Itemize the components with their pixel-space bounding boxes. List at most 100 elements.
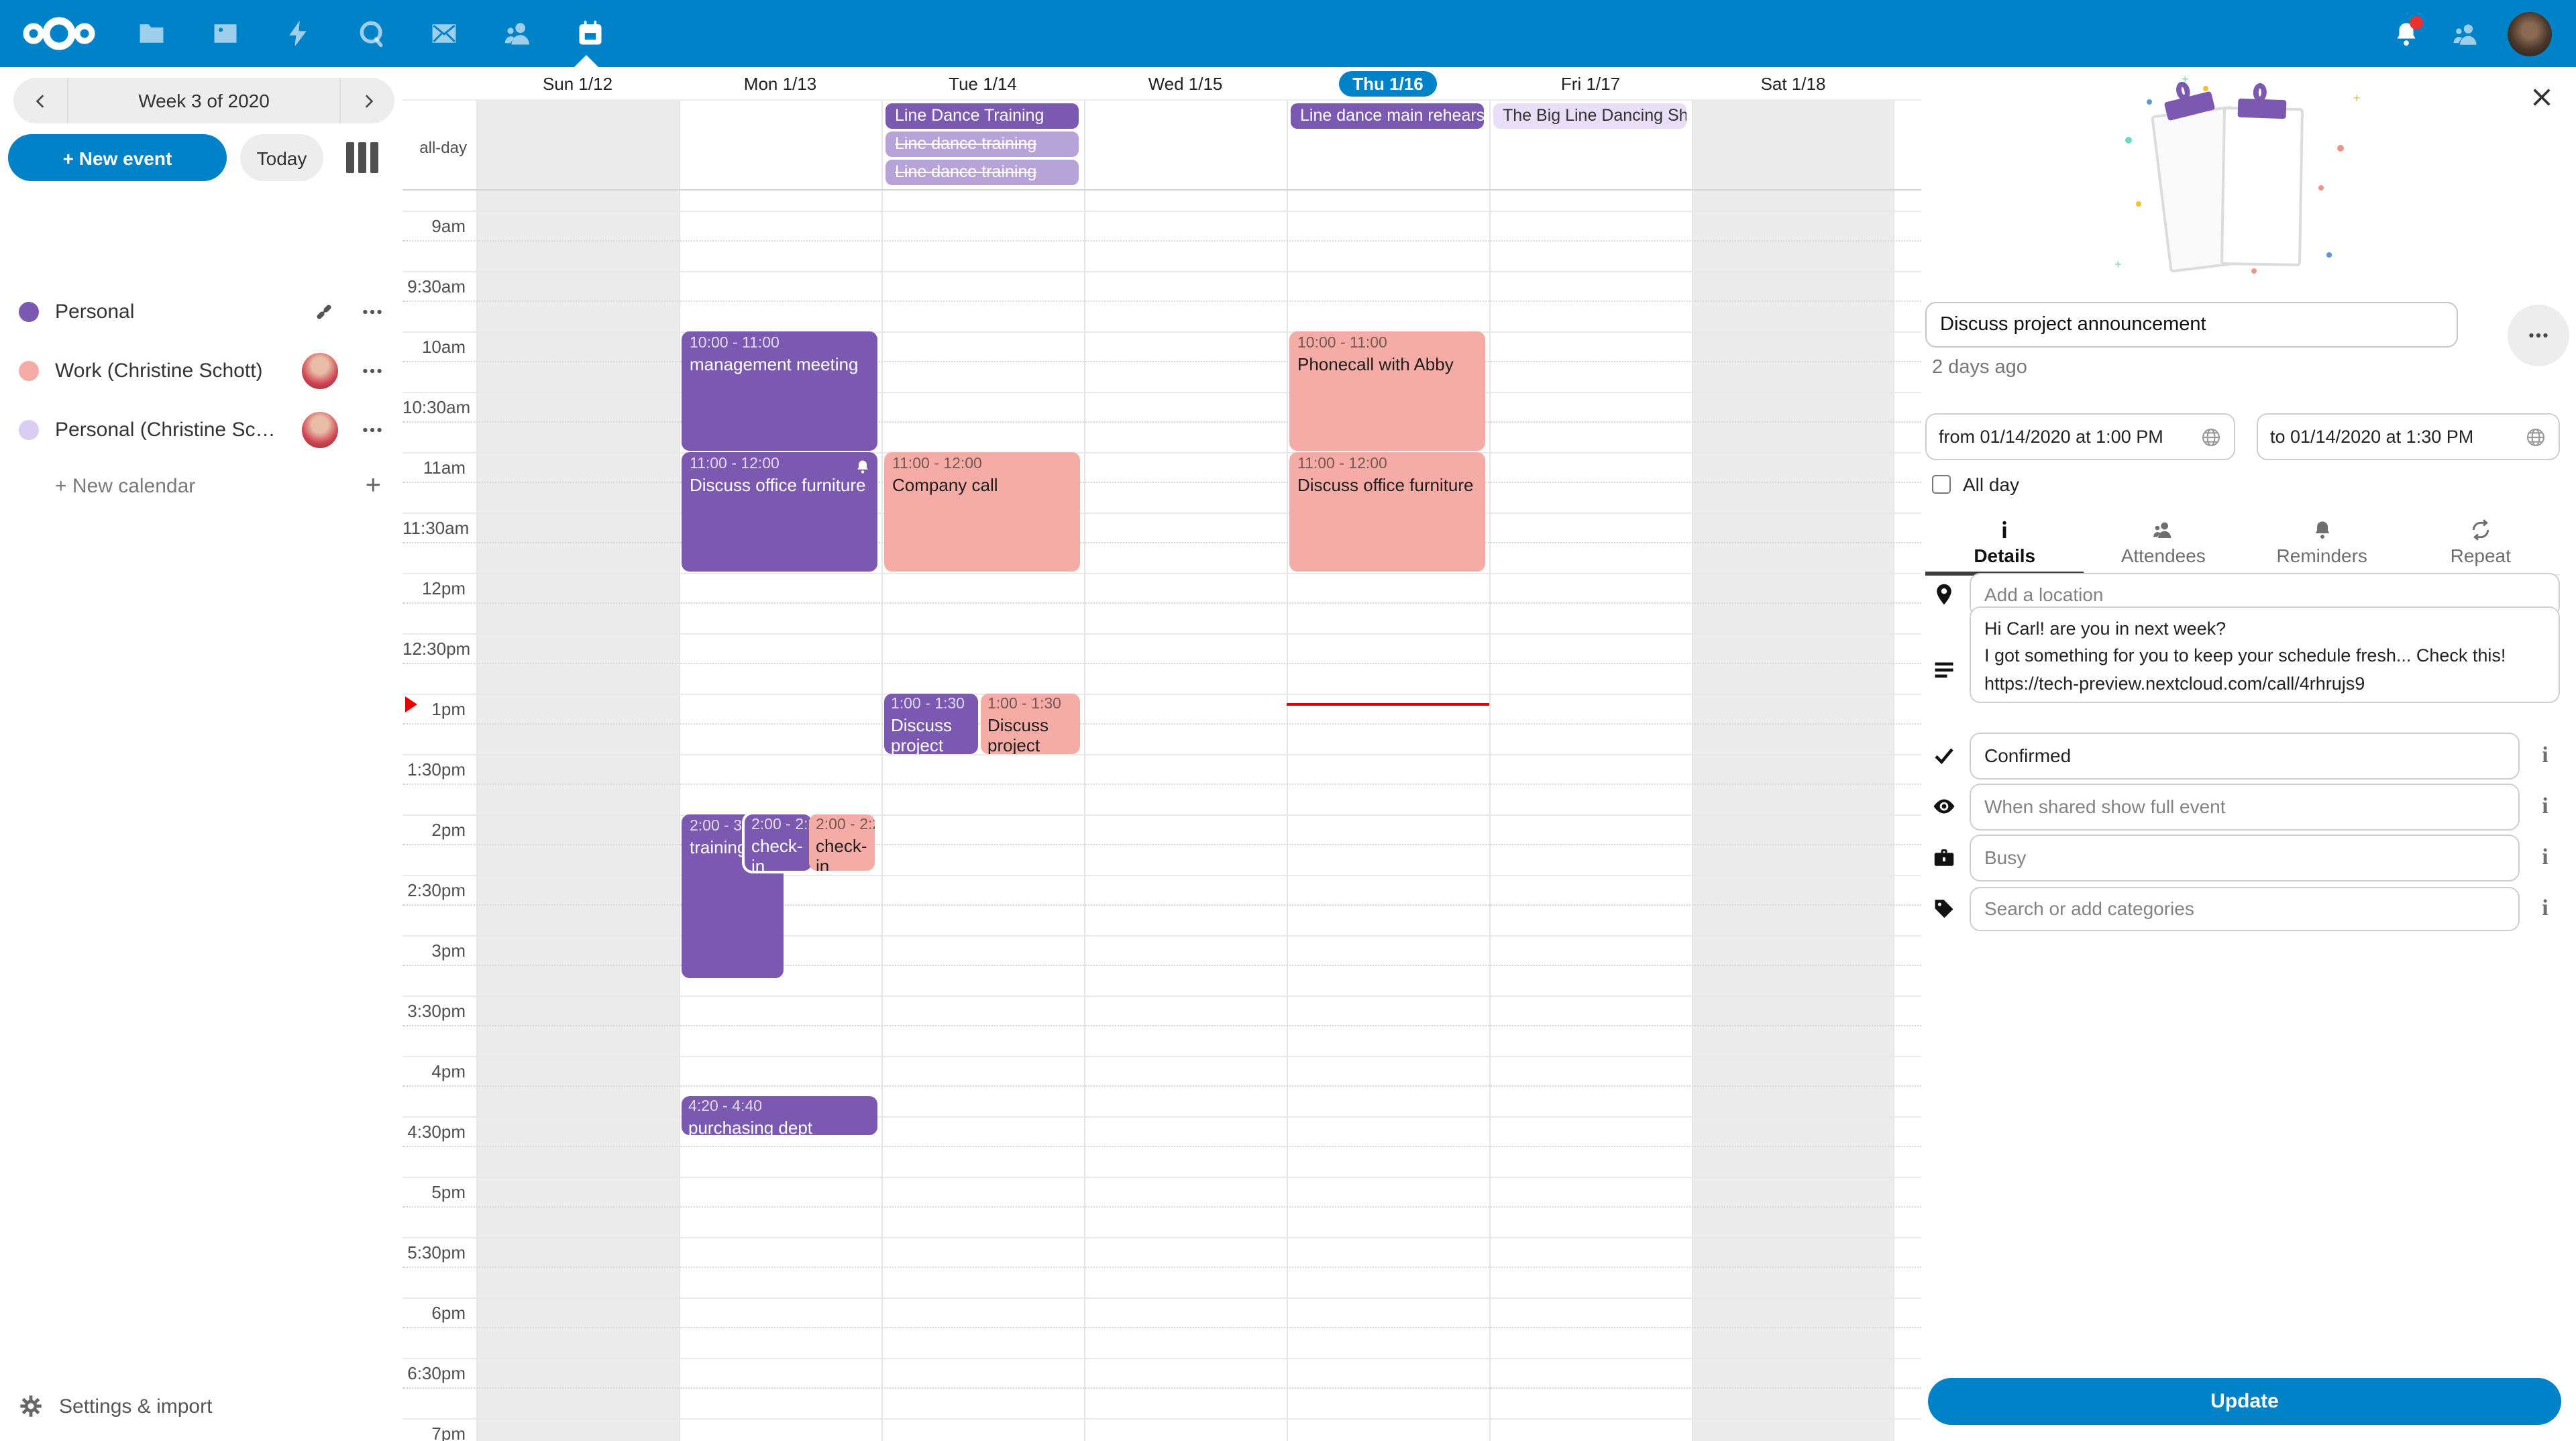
description-icon bbox=[1935, 662, 1953, 678]
calendar-event[interactable]: 1:00 - 1:30 Discuss project bbox=[981, 694, 1080, 754]
top-bar bbox=[0, 0, 2576, 67]
app-files-folder-icon[interactable] bbox=[122, 0, 181, 67]
calendar-event[interactable]: 2:00 - 2:20 check-in bbox=[745, 814, 812, 871]
calendar-event[interactable]: 2:00 - 2:20 check-in bbox=[809, 814, 875, 871]
tab-repeat[interactable]: Repeat bbox=[2402, 510, 2561, 574]
all-day-checkbox[interactable] bbox=[1932, 475, 1951, 494]
more-actions-button[interactable] bbox=[2508, 305, 2569, 366]
freebusy-info-icon[interactable]: i bbox=[2542, 844, 2548, 869]
previous-week-button[interactable] bbox=[13, 78, 67, 123]
app-mail-mail-icon[interactable] bbox=[415, 0, 474, 67]
calendar-list-item[interactable]: Personal bbox=[0, 282, 402, 341]
day-column[interactable] bbox=[1692, 99, 1894, 1441]
calendar-event[interactable]: 4:20 - 4:40 purchasing dept bbox=[682, 1096, 877, 1135]
app-activity-activity-icon[interactable] bbox=[268, 0, 327, 67]
calendar-menu-icon[interactable] bbox=[357, 297, 386, 326]
app-contacts-contacts-icon[interactable] bbox=[488, 0, 547, 67]
calendar-event[interactable]: 10:00 - 11:00 management meeting bbox=[682, 331, 877, 451]
day-column[interactable] bbox=[881, 99, 1084, 1441]
new-event-button[interactable]: + New event bbox=[8, 134, 227, 181]
calendar-event[interactable]: 11:00 - 12:00 Company call bbox=[884, 452, 1080, 572]
visibility-select[interactable]: When shared show full event bbox=[1970, 783, 2520, 830]
event-title: Discuss office furniture bbox=[1297, 475, 1474, 496]
event-time: 1:00 - 1:30 bbox=[987, 696, 1061, 712]
event-title-input[interactable] bbox=[1925, 302, 2458, 348]
status-select[interactable]: Confirmed bbox=[1970, 732, 2520, 779]
week-label[interactable]: Week 3 of 2020 bbox=[67, 78, 341, 123]
all-day-event[interactable]: Line Dance Training bbox=[885, 103, 1079, 129]
calendar-event[interactable]: 10:00 - 11:00 Phonecall with Abby bbox=[1289, 331, 1485, 451]
today-button[interactable]: Today bbox=[240, 134, 323, 181]
settings-import[interactable]: Settings & import bbox=[0, 1382, 212, 1430]
share-link-icon[interactable] bbox=[309, 297, 338, 326]
all-day-event[interactable]: Line dance training bbox=[885, 160, 1079, 185]
calendar-color-dot bbox=[19, 419, 39, 439]
app-talk-talk-icon[interactable] bbox=[341, 0, 400, 67]
day-column[interactable] bbox=[679, 99, 881, 1441]
categories-info-icon[interactable]: i bbox=[2542, 895, 2548, 920]
end-date-picker[interactable]: to 01/14/2020 at 1:30 PM bbox=[2257, 413, 2560, 460]
day-header[interactable]: Tue 1/14 bbox=[949, 73, 1017, 93]
nextcloud-logo[interactable] bbox=[21, 9, 97, 58]
tab-details[interactable]: Details bbox=[1925, 510, 2085, 576]
time-grid[interactable]: 9am 9:30am 10am 10:30am 11am 11:30am 12pm 12:30… bbox=[402, 191, 1921, 1441]
calendar-menu-icon[interactable] bbox=[357, 356, 386, 385]
start-date-picker[interactable]: from 01/14/2020 at 1:00 PM bbox=[1925, 413, 2235, 460]
day-header[interactable]: Wed 1/15 bbox=[1148, 73, 1223, 93]
day-column[interactable] bbox=[476, 99, 679, 1441]
title-row bbox=[1925, 302, 2572, 366]
half-hour-line bbox=[402, 1177, 1921, 1178]
day-header[interactable]: Sat 1/18 bbox=[1760, 73, 1826, 93]
next-week-button[interactable] bbox=[341, 78, 394, 123]
time-axis-label: 5:30pm bbox=[407, 1242, 466, 1263]
week-view-icon[interactable] bbox=[346, 142, 381, 174]
calendar-list-item[interactable]: Personal (Christine Schott) bbox=[0, 400, 402, 459]
app-photos-photos-icon[interactable] bbox=[195, 0, 254, 67]
tab-attendees[interactable]: Attendees bbox=[2084, 510, 2243, 574]
time-axis-label: 1pm bbox=[431, 699, 466, 719]
info-icon bbox=[1994, 519, 2015, 540]
new-calendar-button[interactable]: + New calendar + bbox=[0, 459, 402, 513]
last-modified: 2 days ago bbox=[1932, 357, 2027, 378]
close-icon[interactable] bbox=[2525, 83, 2557, 115]
quarter-hour-line bbox=[402, 1025, 1921, 1026]
all-day-event[interactable]: Line dance main rehearsal bbox=[1291, 103, 1484, 129]
day-header[interactable]: Fri 1/17 bbox=[1560, 73, 1621, 93]
day-column[interactable] bbox=[1489, 99, 1692, 1441]
calendar-list-item[interactable]: Work (Christine Schott) bbox=[0, 341, 402, 400]
calendar-event[interactable]: 11:00 - 12:00 Discuss office furniture bbox=[682, 452, 877, 572]
notifications-bell-icon[interactable] bbox=[2376, 0, 2435, 67]
freebusy-select[interactable]: Busy bbox=[1970, 834, 2520, 881]
update-button[interactable]: Update bbox=[1928, 1378, 2561, 1425]
time-axis-label: 11am bbox=[423, 458, 466, 478]
description-textarea[interactable]: Hi Carl! are you in next week? I got som… bbox=[1970, 606, 2560, 703]
tab-reminders[interactable]: Reminders bbox=[2243, 510, 2402, 574]
visibility-info-icon[interactable]: i bbox=[2542, 793, 2548, 818]
event-illustration: + + + bbox=[2114, 72, 2391, 282]
app-calendar-calendar-icon[interactable] bbox=[561, 0, 620, 67]
timezone-globe-icon[interactable] bbox=[2525, 426, 2546, 447]
half-hour-line bbox=[402, 694, 1921, 695]
timezone-globe-icon[interactable] bbox=[2200, 426, 2222, 447]
event-editor-panel: + + + 2 days ago from 01/14/2020 at 1:00… bbox=[1921, 67, 2576, 1441]
half-hour-line bbox=[402, 1358, 1921, 1359]
status-info-icon[interactable]: i bbox=[2542, 742, 2548, 767]
categories-input[interactable] bbox=[1970, 886, 2520, 930]
all-day-event[interactable]: Line dance training bbox=[885, 131, 1079, 157]
end-date-value: to 01/14/2020 at 1:30 PM bbox=[2270, 427, 2474, 447]
half-hour-line bbox=[402, 513, 1921, 514]
contacts-menu-icon[interactable] bbox=[2435, 0, 2494, 67]
user-avatar[interactable] bbox=[2508, 11, 2552, 56]
new-calendar-label: + New calendar bbox=[55, 474, 196, 497]
calendar-event[interactable]: 11:00 - 12:00 Discuss office furniture bbox=[1289, 452, 1485, 572]
calendar-event[interactable]: 1:00 - 1:30 Discuss project announcement bbox=[884, 694, 978, 754]
day-header[interactable]: Mon 1/13 bbox=[743, 73, 817, 93]
event-time: 1:00 - 1:30 bbox=[891, 696, 965, 712]
calendar-menu-icon[interactable] bbox=[357, 415, 386, 444]
day-header-today[interactable]: Thu 1/16 bbox=[1287, 67, 1489, 99]
day-header[interactable]: Sun 1/12 bbox=[542, 73, 613, 93]
time-axis-label: 10am bbox=[421, 337, 466, 357]
day-column[interactable] bbox=[1287, 99, 1489, 1441]
day-column[interactable] bbox=[1084, 99, 1287, 1441]
all-day-event[interactable]: The Big Line Dancing Show bbox=[1493, 103, 1686, 129]
